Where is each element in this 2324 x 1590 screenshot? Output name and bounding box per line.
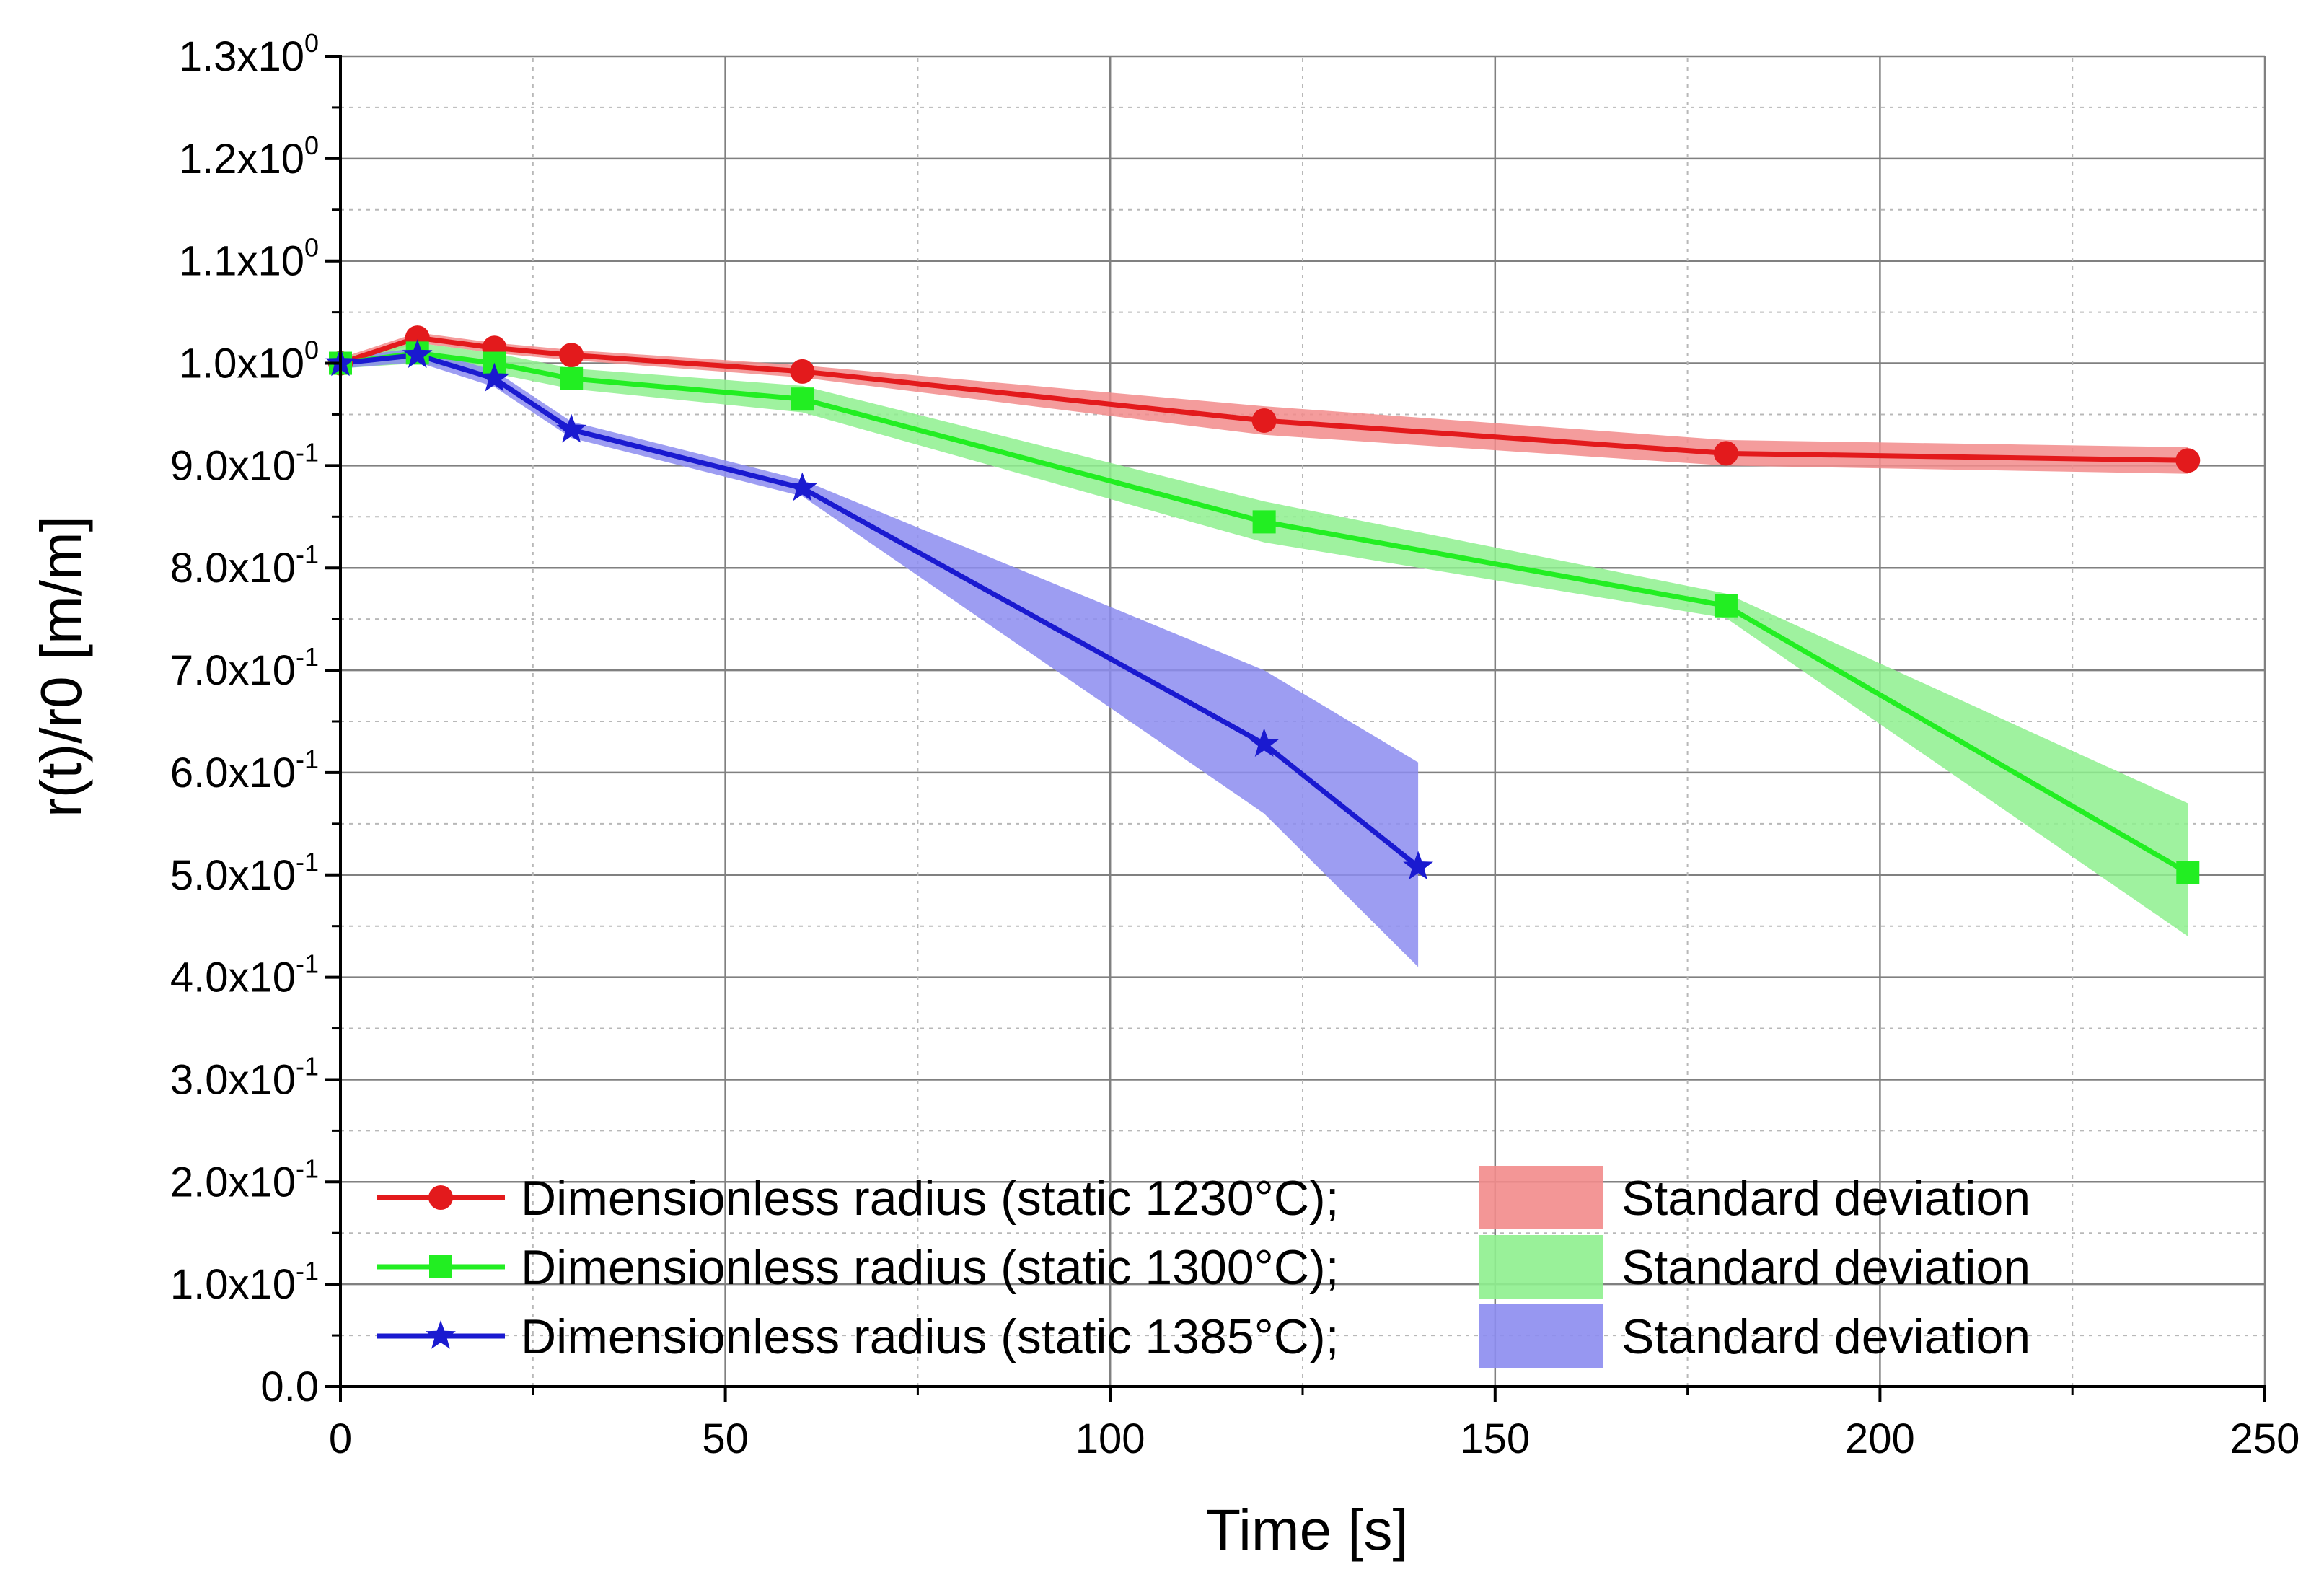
data-point-2-2	[479, 362, 510, 392]
std-dev-band-2	[340, 348, 1419, 967]
std-dev-band-0	[340, 333, 2188, 474]
legend-band-label: Standard deviation	[1621, 1240, 2030, 1295]
data-point-1-6	[1714, 594, 1738, 618]
legend-band-swatch	[1479, 1304, 1603, 1368]
y-tick-label: 3.0x10-1	[170, 1051, 319, 1103]
x-tick-label: 50	[702, 1415, 749, 1462]
legend-entry-1: Dimensionless radius (static 1300°C); Sta…	[377, 1235, 2030, 1299]
y-tick-label: 4.0x10-1	[170, 949, 319, 1001]
y-tick-label: 6.0x10-1	[170, 745, 319, 796]
data-point-0-5	[1251, 408, 1277, 433]
x-tick-label: 0	[329, 1415, 352, 1462]
data-point-2-3	[556, 413, 587, 443]
data-point-1-7	[2176, 861, 2200, 884]
std-dev-band-1	[340, 343, 2188, 936]
x-tick-label: 200	[1845, 1415, 1915, 1462]
y-tick-label: 1.0x10-1	[170, 1256, 319, 1308]
y-tick-label: 5.0x10-1	[170, 847, 319, 899]
legend-label: Dimensionless radius (static 1385°C);	[521, 1309, 1339, 1364]
data-point-2-5	[1249, 728, 1280, 757]
legend-entry-2: Dimensionless radius (static 1385°C); Sta…	[377, 1304, 2030, 1368]
y-axis-title: r(t)/r0 [m/m]	[29, 516, 93, 817]
y-tick-label: 2.0x10-1	[170, 1154, 319, 1205]
series-line-0	[339, 335, 2188, 463]
y-tick-label: 0.0	[260, 1363, 319, 1410]
grid	[340, 55, 2266, 1387]
legend-marker-sample	[428, 1185, 453, 1210]
data-point-0-7	[2175, 448, 2201, 473]
legend: Dimensionless radius (static 1230°C); Sta…	[377, 1166, 2030, 1368]
legend-band-label: Standard deviation	[1621, 1171, 2030, 1226]
y-tick-label: 1.0x100	[179, 335, 319, 387]
data-point-0-4	[790, 359, 815, 384]
axes: 0.0 1.0x10-1 2.0x10-1 3.0x10-1 4.0x10-1 5.0x1…	[170, 28, 2300, 1462]
y-tick-label: 9.0x10-1	[170, 437, 319, 489]
data-point-1-3	[560, 366, 584, 390]
data-point-2-1	[402, 339, 433, 368]
data-point-2-6	[1403, 851, 1433, 880]
y-tick-label: 8.0x10-1	[170, 540, 319, 592]
legend-band-label: Standard deviation	[1621, 1309, 2030, 1364]
legend-label: Dimensionless radius (static 1230°C);	[521, 1171, 1339, 1226]
legend-entry-0: Dimensionless radius (static 1230°C); Sta…	[377, 1166, 2030, 1229]
x-tick-label: 250	[2230, 1415, 2300, 1462]
y-tick-label: 1.1x100	[179, 233, 319, 285]
data-point-0-3	[559, 343, 584, 368]
data-point-2-4	[787, 472, 818, 501]
legend-label: Dimensionless radius (static 1300°C);	[521, 1240, 1339, 1295]
data-point-1-5	[1252, 510, 1276, 534]
data-point-0-6	[1713, 441, 1738, 466]
y-tick-label: 1.3x100	[179, 28, 319, 80]
y-tick-label: 7.0x10-1	[170, 642, 319, 694]
x-axis-title: Time [s]	[1205, 1498, 1408, 1562]
legend-marker-sample	[429, 1255, 452, 1278]
legend-band-swatch	[1479, 1166, 1603, 1229]
y-tick-label: 1.2x100	[179, 131, 319, 183]
x-tick-label: 100	[1075, 1415, 1145, 1462]
x-tick-label: 150	[1460, 1415, 1530, 1462]
legend-marker-sample	[426, 1320, 456, 1349]
legend-band-swatch	[1479, 1235, 1603, 1299]
data-point-1-4	[791, 387, 814, 411]
series-line-1	[340, 350, 2190, 875]
